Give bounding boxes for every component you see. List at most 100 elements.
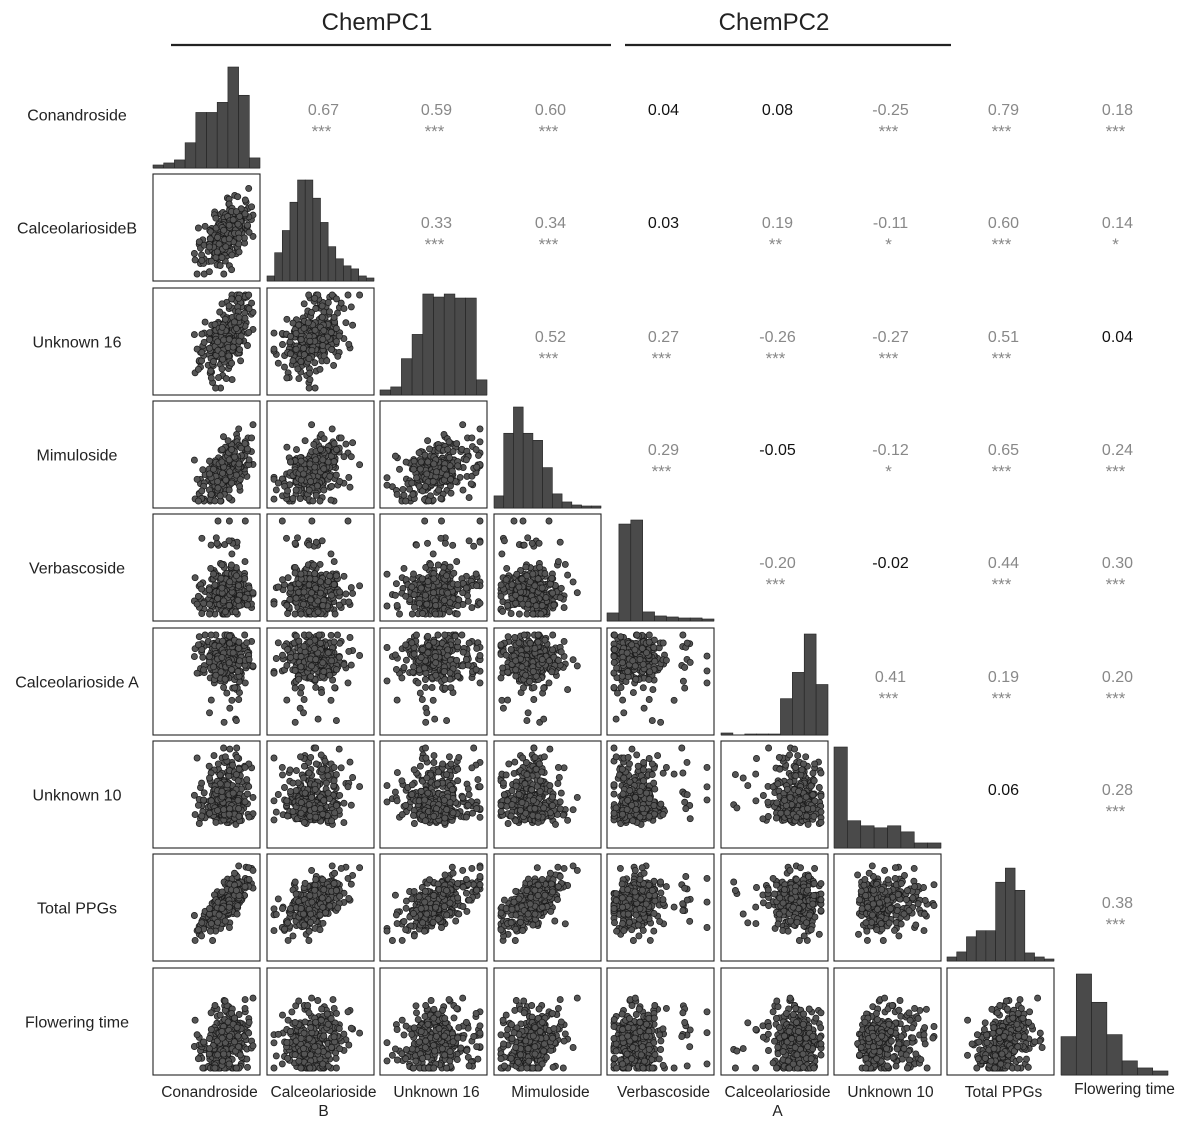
scatter-point [331, 684, 339, 692]
scatter-point [225, 456, 233, 464]
scatter-point [220, 683, 228, 691]
scatter-point [498, 550, 506, 558]
scatter-point [205, 762, 213, 770]
scatter-point [530, 683, 538, 691]
scatter-point [190, 250, 198, 257]
scatter-point [289, 319, 297, 327]
scatter-point [205, 268, 213, 276]
scatter-point [534, 575, 542, 583]
scatter-point [356, 582, 364, 590]
histogram-bar [379, 389, 391, 396]
scatter-point [241, 679, 249, 687]
scatter-point [218, 561, 226, 569]
scatter-point [383, 602, 391, 610]
column-label: Flowering time [1074, 1081, 1175, 1098]
scatter-point [512, 591, 520, 599]
histogram-bar [720, 732, 734, 736]
histogram-bar [654, 615, 667, 622]
scatter-point [295, 375, 303, 383]
scatter-point [245, 456, 253, 464]
correlation-value: 0.20 [1102, 669, 1133, 686]
correlation-value: 0.33 [421, 215, 452, 232]
scatter-point [217, 668, 225, 676]
scatter-point [330, 440, 338, 448]
row-label: Verbascoside [29, 561, 125, 578]
histogram-bar [249, 157, 261, 169]
histogram-1 [266, 179, 375, 282]
scatter-point [194, 592, 202, 600]
scatter-point [297, 457, 305, 465]
scatter-point [424, 437, 432, 445]
scatter-point [214, 233, 222, 241]
histogram-bar [768, 733, 781, 736]
histogram-bar [503, 432, 514, 509]
scatter-point [225, 602, 233, 609]
scatter-point [270, 329, 278, 337]
scatter-point [206, 336, 213, 343]
scatter-point [410, 457, 418, 465]
histogram-bar [227, 66, 239, 169]
scatter-point [295, 637, 303, 645]
scatter-point [214, 338, 222, 346]
significance-stars: * [1112, 235, 1119, 254]
correlation-value: 0.08 [762, 102, 793, 119]
scatter-point [504, 633, 512, 641]
correlation-cell-1-6: -0.11* [873, 215, 908, 254]
scatter-point [451, 632, 459, 640]
scatter-point [416, 465, 424, 473]
scatter-point [243, 776, 251, 784]
scatter-point [215, 240, 223, 248]
scatter-point [645, 631, 653, 639]
scatter-point [422, 718, 430, 726]
scatter-point [447, 489, 455, 497]
scatter-point [318, 537, 326, 545]
scatter-point [418, 696, 426, 703]
scatter-point [205, 586, 213, 594]
scatter-point [319, 456, 327, 464]
scatter-point [528, 539, 536, 547]
scatter-point [422, 683, 429, 691]
scatter-point [415, 599, 423, 607]
scatter-point [231, 684, 239, 692]
scatter-point [295, 675, 303, 683]
scatter-point [554, 558, 562, 566]
scatter-point [453, 656, 461, 664]
scatter-point [190, 456, 198, 464]
scatter-point [244, 601, 251, 609]
scatter-point [459, 486, 467, 494]
scatter-point [241, 314, 249, 322]
scatter-point [639, 684, 647, 692]
histogram-bar [571, 504, 582, 509]
histogram-bar [289, 201, 298, 282]
scatter-point [297, 684, 305, 691]
scatter-point [573, 662, 581, 670]
scatter-point [228, 295, 236, 303]
correlation-cell-5-8: 0.20*** [1102, 669, 1133, 708]
scatter-point [659, 639, 667, 647]
scatter-point [198, 779, 206, 787]
scatter-point [636, 656, 644, 663]
scatter-point [210, 752, 218, 760]
histogram-5 [720, 633, 829, 736]
scatter-point [297, 653, 305, 661]
scatter-point [245, 291, 253, 299]
column-label: A [772, 1103, 783, 1120]
scatter-point [561, 560, 569, 568]
scatter-point [226, 632, 233, 640]
scatter-point [211, 581, 219, 589]
scatter-point [232, 471, 240, 479]
scatter-point [631, 646, 639, 654]
correlation-cell-3-7: 0.65*** [988, 442, 1019, 481]
scatter-point [440, 596, 448, 604]
histogram-bar [350, 268, 360, 282]
scatter-point [241, 631, 249, 639]
scatter-point [232, 608, 240, 616]
scatter-point [305, 486, 313, 494]
scatter-point [345, 473, 353, 481]
scatter-point [679, 631, 687, 639]
scatter-point [410, 663, 417, 671]
scatter-point [476, 679, 484, 687]
scatter-point [245, 228, 253, 236]
significance-stars: * [885, 235, 892, 254]
